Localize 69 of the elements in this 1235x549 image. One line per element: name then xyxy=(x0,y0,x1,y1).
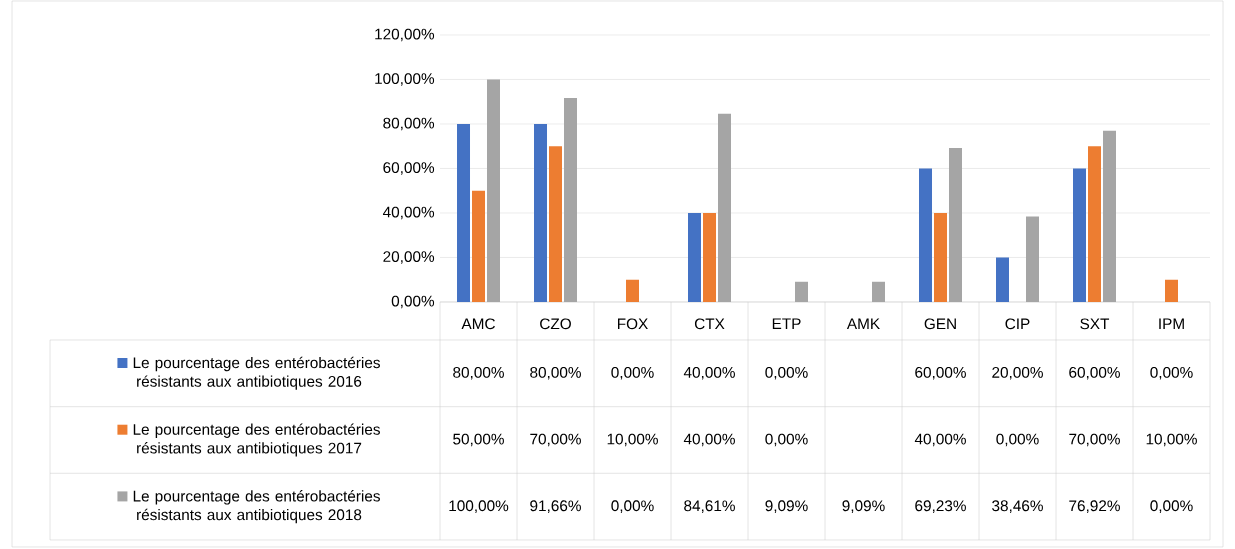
bar xyxy=(1088,146,1101,302)
x-tick-label: CIP xyxy=(1005,318,1030,330)
bar xyxy=(949,147,962,302)
data-label: 38,46% xyxy=(992,500,1043,514)
data-label: 10,00% xyxy=(607,433,658,447)
x-tick-label: IPM xyxy=(1159,318,1184,329)
bar xyxy=(457,123,471,302)
x-tick-label: AMK xyxy=(846,318,880,329)
data-label: 40,00% xyxy=(914,433,966,447)
bar xyxy=(626,279,640,302)
data-label: 9,09% xyxy=(765,500,808,514)
data-label: 80,00% xyxy=(453,366,504,380)
data-label: 84,61% xyxy=(684,500,735,514)
legend-label: Le pourcentage des entérobactéries résistants aux antibiotiques 2017 xyxy=(133,423,380,457)
y-tick-label: 120,00% xyxy=(375,28,435,42)
data-label: 0,00% xyxy=(765,433,808,447)
bar xyxy=(795,281,808,302)
data-label: 20,00% xyxy=(992,366,1043,380)
bar xyxy=(487,79,501,302)
bar xyxy=(688,212,702,302)
bar xyxy=(1103,130,1116,302)
bar xyxy=(872,281,885,302)
x-tick-label: AMC xyxy=(461,318,495,330)
data-label: 76,92% xyxy=(1069,500,1120,514)
data-label: 60,00% xyxy=(915,366,966,380)
bar xyxy=(934,212,947,302)
y-tick-label: 60,00% xyxy=(383,162,435,175)
bar xyxy=(1026,216,1039,302)
x-tick-label: SXT xyxy=(1080,318,1110,330)
y-tick-label: 100,00% xyxy=(375,73,435,86)
legend-label: Le pourcentage des entérobactéries résistants aux antibiotiques 2018 xyxy=(133,490,380,524)
bar xyxy=(534,123,548,302)
data-label: 9,09% xyxy=(842,500,885,514)
data-label: 80,00% xyxy=(530,366,581,380)
x-tick-label: FOX xyxy=(618,318,648,330)
y-tick-label: 20,00% xyxy=(383,251,435,264)
data-label: 60,00% xyxy=(1069,366,1120,380)
data-label: 40,00% xyxy=(683,366,735,380)
data-label: 0,00% xyxy=(611,500,654,514)
bar xyxy=(996,257,1009,302)
data-label: 40,00% xyxy=(683,433,735,447)
data-label: 0,00% xyxy=(996,433,1039,447)
x-tick-label: ETP xyxy=(772,318,801,329)
data-label: 0,00% xyxy=(1150,366,1193,380)
bar xyxy=(1165,279,1178,302)
x-tick-label: CTX xyxy=(694,318,725,330)
y-tick-label: 40,00% xyxy=(382,206,435,220)
data-label: 0,00% xyxy=(611,366,654,380)
data-label: 0,00% xyxy=(1150,500,1193,514)
data-label: 100,00% xyxy=(449,500,509,514)
x-tick-label: CZO xyxy=(540,318,571,330)
data-label: 70,00% xyxy=(1069,433,1120,447)
y-tick-label: 80,00% xyxy=(383,117,435,131)
y-tick-label: 0,00% xyxy=(391,295,435,309)
bar xyxy=(1073,168,1086,302)
legend-label: Le pourcentage des entérobactéries résistants aux antibiotiques 2016 xyxy=(133,356,380,390)
bar xyxy=(919,168,933,302)
bar xyxy=(718,113,731,302)
data-label: 10,00% xyxy=(1146,433,1197,447)
bar xyxy=(472,190,486,302)
data-label: 0,00% xyxy=(765,366,808,380)
bar xyxy=(564,98,578,302)
bar xyxy=(549,146,563,302)
data-label: 50,00% xyxy=(453,433,504,447)
data-label: 69,23% xyxy=(915,500,966,514)
data-label: 91,66% xyxy=(530,500,581,514)
bar xyxy=(703,212,717,302)
x-tick-label: GEN xyxy=(924,318,956,330)
data-label: 70,00% xyxy=(530,433,581,447)
